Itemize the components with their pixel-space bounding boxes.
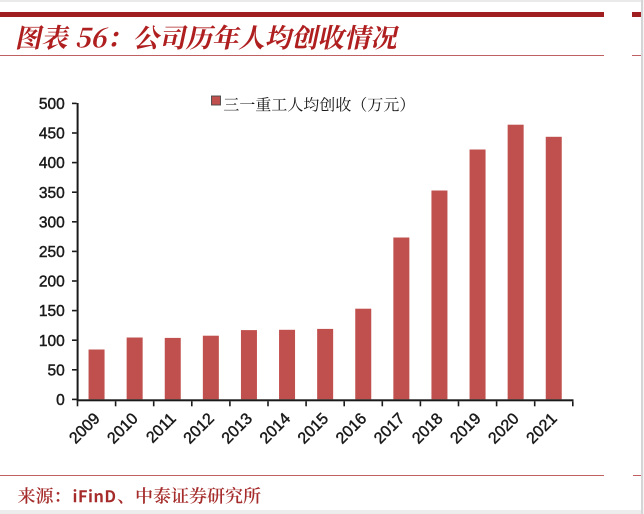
svg-text:2015: 2015 [295,410,332,447]
svg-text:2013: 2013 [219,410,256,447]
svg-text:2014: 2014 [257,410,294,447]
svg-text:300: 300 [39,214,65,231]
svg-text:0: 0 [56,392,65,409]
svg-text:250: 250 [39,244,65,261]
svg-text:100: 100 [39,333,65,350]
svg-text:2011: 2011 [143,410,179,446]
svg-text:2021: 2021 [524,410,561,447]
svg-text:50: 50 [48,362,66,379]
svg-text:2017: 2017 [371,410,408,447]
svg-text:450: 450 [39,126,65,143]
svg-text:2020: 2020 [485,410,522,447]
svg-text:2010: 2010 [104,410,141,447]
svg-text:400: 400 [39,155,65,172]
svg-text:2016: 2016 [333,410,370,447]
svg-text:2018: 2018 [409,410,446,447]
svg-text:2012: 2012 [181,410,218,447]
svg-text:200: 200 [39,274,65,291]
svg-text:500: 500 [39,96,65,113]
svg-text:350: 350 [39,185,65,202]
svg-text:2019: 2019 [447,410,484,447]
svg-text:2009: 2009 [66,410,103,447]
svg-text:150: 150 [39,303,65,320]
